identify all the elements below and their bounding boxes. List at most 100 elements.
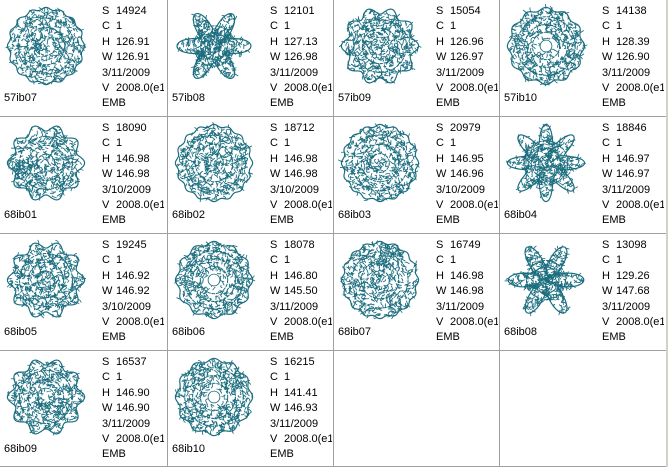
field-key-label: S	[270, 239, 278, 251]
field-value: 16215	[284, 356, 315, 368]
field-key-label: V	[270, 432, 278, 445]
embroidery-thumbnail[interactable]	[172, 4, 256, 88]
field-key-label: H	[270, 152, 278, 165]
embroidery-thumbnail[interactable]	[338, 238, 422, 322]
embroidery-thumbnail[interactable]	[4, 238, 88, 322]
field-value: 126.91	[116, 51, 150, 64]
embroidery-thumbnail[interactable]	[4, 4, 88, 88]
field-key-label: C	[270, 137, 278, 150]
field-key-label: W	[270, 168, 281, 181]
field-key-label: V	[270, 81, 278, 94]
field-value: 3/10/2009	[436, 183, 485, 196]
stitch-count: S 18078	[270, 238, 332, 253]
stitch-count: S 13098	[602, 238, 664, 253]
field-value: 128.39	[616, 35, 650, 48]
field-value: 1	[284, 371, 291, 384]
height-value: H 146.90	[102, 386, 164, 401]
height-value: H 146.98	[102, 152, 164, 167]
width-value: W 126.98	[270, 50, 332, 65]
field-key-label: V	[436, 315, 444, 328]
date-value: 3/11/2009	[102, 66, 164, 81]
field-value: 15054	[450, 5, 481, 17]
field-key-label: V	[102, 432, 110, 445]
file-name: 68ib04	[504, 209, 538, 221]
empty-grid-cell	[334, 351, 500, 467]
field-key-label: S	[270, 5, 278, 17]
file-name: 68ib05	[4, 326, 38, 338]
field-key-label: H	[102, 152, 110, 165]
date-value: 3/11/2009	[436, 66, 498, 81]
field-key-label: S	[436, 5, 444, 17]
field-key-label: W	[102, 402, 113, 415]
height-value: H 146.98	[436, 269, 498, 284]
field-key-label: S	[102, 356, 110, 368]
file-format: EMB	[270, 97, 294, 109]
embroidery-thumbnail[interactable]	[504, 4, 588, 88]
width-value: W 126.97	[436, 50, 498, 65]
width-value: W 146.93	[270, 401, 332, 416]
embroidery-preview-image	[6, 359, 86, 436]
stitch-count: S 14924	[102, 4, 164, 19]
field-value: 2008.0(e1	[284, 432, 332, 445]
embroidery-preview-image	[339, 8, 422, 84]
field-value: 1	[616, 20, 623, 33]
field-key-label: W	[436, 285, 447, 298]
version-value: V 2008.0(e1	[270, 432, 332, 447]
file-format: EMB	[436, 214, 460, 226]
date-value: 3/11/2009	[602, 183, 664, 198]
version-value: V 2008.0(e1	[436, 81, 498, 96]
file-name: 68ib01	[4, 209, 38, 221]
embroidery-preview-image	[174, 357, 254, 437]
embroidery-thumbnail[interactable]	[172, 355, 256, 439]
field-key-label: C	[102, 371, 110, 384]
date-value: 3/11/2009	[602, 66, 664, 81]
field-key-label: W	[270, 51, 281, 64]
embroidery-thumbnail[interactable]	[4, 121, 88, 205]
embroidery-preview-image	[338, 123, 420, 203]
field-value: 146.98	[450, 269, 484, 282]
embroidery-thumbnail[interactable]	[338, 4, 422, 88]
embroidery-thumbnail[interactable]	[504, 238, 588, 322]
field-value: 2008.0(e1	[116, 432, 164, 445]
field-key-label: W	[436, 51, 447, 64]
embroidery-thumbnail[interactable]	[504, 121, 588, 205]
width-value: W 126.91	[102, 50, 164, 65]
embroidery-thumbnail[interactable]	[172, 238, 256, 322]
embroidery-thumbnail[interactable]	[338, 121, 422, 205]
embroidery-thumbnail[interactable]	[172, 121, 256, 205]
stitch-count: S 16749	[436, 238, 498, 253]
date-value: 3/10/2009	[102, 183, 164, 198]
field-value: 2008.0(e1	[284, 198, 332, 211]
embroidery-preview-image	[5, 6, 86, 86]
field-key-label: S	[436, 122, 444, 134]
embroidery-thumbnail[interactable]	[4, 355, 88, 439]
date-value: 3/11/2009	[436, 300, 498, 315]
field-value: 141.41	[284, 386, 318, 399]
field-value: 18078	[284, 239, 315, 251]
field-value: 126.91	[116, 35, 150, 48]
version-value: V 2008.0(e1	[602, 81, 664, 96]
field-value: 126.90	[616, 51, 650, 64]
